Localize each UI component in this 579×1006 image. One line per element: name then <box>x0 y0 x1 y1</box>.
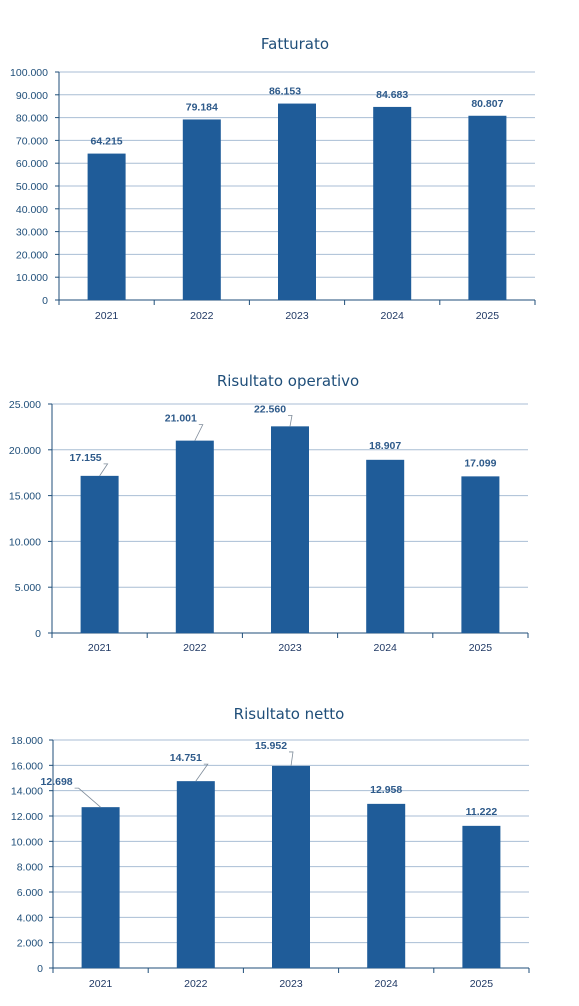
data-label-leader <box>195 763 209 782</box>
data-label: 11.222 <box>466 806 498 818</box>
chart-risultato-netto-svg: Risultato netto 0 2.000 4.000 6.000 8.000 10.0… <box>11 705 530 990</box>
x-tick-label: 2024 <box>375 978 399 990</box>
x-tick-label: 2022 <box>190 310 214 322</box>
y-tick-label: 10.000 <box>11 836 43 848</box>
x-tick-label: 2024 <box>374 642 398 654</box>
x-tick-label: 2022 <box>183 642 207 654</box>
y-tick-label: 80.000 <box>16 113 48 125</box>
data-label: 79.184 <box>186 101 218 113</box>
y-tick-label: 0 <box>35 628 41 640</box>
chart-risultato-operativo: Risultato operativo 0 5.000 10.000 15.000 20.… <box>0 335 579 665</box>
bar <box>87 153 126 300</box>
y-tick-label: 40.000 <box>16 204 48 216</box>
data-label: 64.215 <box>91 136 123 148</box>
y-tick-label: 4.000 <box>17 912 43 924</box>
chart-risultato-netto: Risultato netto 0 2.000 4.000 6.000 8.000 10.0… <box>0 670 579 1006</box>
chart-title: Risultato netto <box>234 705 345 723</box>
data-label: 80.807 <box>471 98 503 110</box>
bar <box>468 115 507 300</box>
y-tick-label: 10.000 <box>16 272 48 284</box>
data-label: 84.683 <box>376 89 408 101</box>
y-tick-label: 0 <box>42 295 48 307</box>
x-tick-label: 2023 <box>285 310 309 322</box>
bar <box>80 475 119 633</box>
bar <box>272 765 310 968</box>
data-label-leader <box>288 414 293 427</box>
y-tick-label: 10.000 <box>9 536 41 548</box>
data-label-leader <box>74 787 101 808</box>
chart-title: Risultato operativo <box>217 372 359 390</box>
x-tick-label: 2025 <box>476 310 500 322</box>
chart-fatturato-svg: Fatturato 0 10.000 20.000 30.000 40.000 50.000… <box>10 35 536 322</box>
x-tick-label: 2021 <box>95 310 119 322</box>
data-label: 14.751 <box>170 752 202 764</box>
x-tick-label: 2024 <box>381 310 405 322</box>
y-tick-label: 60.000 <box>16 158 48 170</box>
bar <box>366 459 405 633</box>
y-tick-label: 14.000 <box>11 786 43 798</box>
data-label: 12.698 <box>41 776 73 788</box>
chart-title: Fatturato <box>261 35 329 53</box>
bar <box>81 807 120 968</box>
y-tick-label: 90.000 <box>16 90 48 102</box>
data-label: 12.958 <box>370 784 402 796</box>
x-tick-label: 2021 <box>88 642 112 654</box>
bar <box>278 103 316 300</box>
bar <box>175 440 214 633</box>
bar <box>182 119 221 300</box>
data-label-leader <box>194 424 204 441</box>
y-tick-label: 20.000 <box>9 445 41 457</box>
y-tick-label: 70.000 <box>16 135 48 147</box>
data-label: 17.155 <box>70 452 102 464</box>
x-tick-label: 2023 <box>279 978 303 990</box>
data-label: 15.952 <box>255 740 287 752</box>
data-label-leader <box>289 751 294 766</box>
data-label-leader <box>99 463 109 477</box>
y-tick-label: 0 <box>37 963 43 975</box>
bar <box>176 781 215 968</box>
y-tick-label: 6.000 <box>17 887 43 899</box>
y-tick-label: 50.000 <box>16 181 48 193</box>
y-tick-label: 8.000 <box>17 862 43 874</box>
y-tick-label: 5.000 <box>15 582 41 594</box>
x-tick-label: 2021 <box>89 978 113 990</box>
x-tick-label: 2025 <box>470 978 494 990</box>
chart-fatturato: Fatturato 0 10.000 20.000 30.000 40.000 50.000… <box>0 0 579 330</box>
bar <box>461 476 500 633</box>
bar <box>367 803 406 968</box>
y-tick-label: 16.000 <box>11 760 43 772</box>
y-tick-label: 100.000 <box>10 67 48 79</box>
x-tick-label: 2022 <box>184 978 208 990</box>
data-label: 21.001 <box>165 413 197 425</box>
y-tick-label: 20.000 <box>16 249 48 261</box>
x-tick-label: 2023 <box>278 642 302 654</box>
chart-risultato-operativo-svg: Risultato operativo 0 5.000 10.000 15.000 20.… <box>9 372 529 654</box>
bar <box>373 106 412 300</box>
y-tick-label: 30.000 <box>16 227 48 239</box>
bar <box>462 825 501 968</box>
y-tick-label: 12.000 <box>11 811 43 823</box>
x-tick-label: 2025 <box>469 642 493 654</box>
data-label: 18.907 <box>369 440 401 452</box>
data-label: 86.153 <box>269 86 301 98</box>
y-tick-label: 18.000 <box>11 735 43 747</box>
bar <box>271 426 309 633</box>
data-label: 17.099 <box>464 457 496 469</box>
y-tick-label: 2.000 <box>17 938 43 950</box>
y-tick-label: 15.000 <box>9 491 41 503</box>
y-tick-label: 25.000 <box>9 399 41 411</box>
data-label: 22.560 <box>254 403 286 415</box>
